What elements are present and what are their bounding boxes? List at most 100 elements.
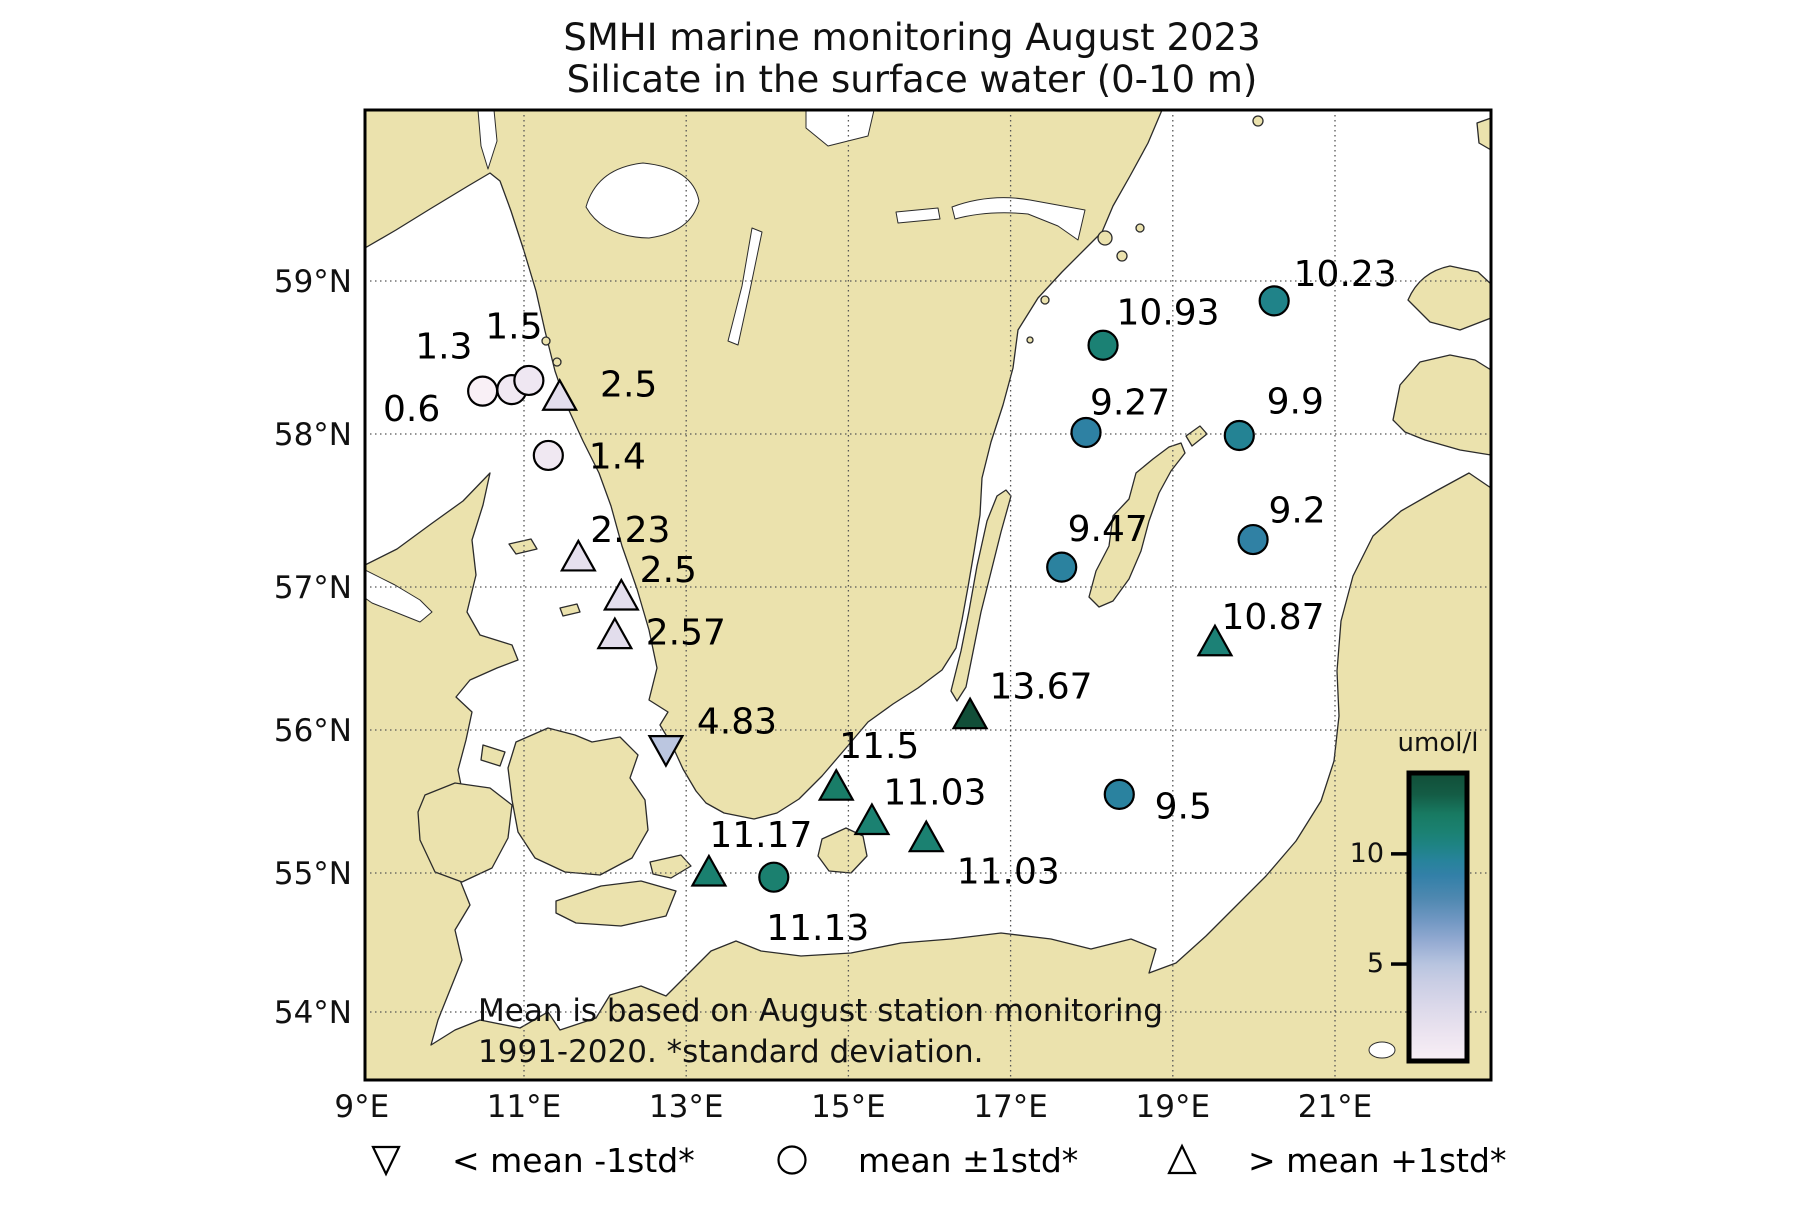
islet bbox=[552, 357, 562, 367]
station-value-label: 9.9 bbox=[1267, 382, 1324, 423]
islet bbox=[1026, 336, 1034, 344]
lake-vattern bbox=[727, 227, 763, 346]
station-marker-triangle-up bbox=[817, 767, 855, 801]
station-value-label: 11.03 bbox=[883, 773, 986, 814]
station-value-label: 4.83 bbox=[697, 702, 777, 743]
lake-hjalmaren bbox=[895, 207, 941, 224]
circle-icon bbox=[777, 1145, 807, 1175]
station-value-label: 2.57 bbox=[646, 613, 726, 654]
colorbar-tick-label: 5 bbox=[1367, 948, 1384, 979]
y-axis-tick-label: 58°N bbox=[274, 417, 352, 453]
x-axis-tick-label: 17°E bbox=[973, 1089, 1048, 1125]
station-value-label: 11.13 bbox=[766, 908, 869, 949]
island-mon bbox=[649, 854, 692, 879]
island-hiiumaa bbox=[1407, 265, 1491, 331]
y-axis-tick-label: 56°N bbox=[274, 713, 352, 749]
pond bbox=[1368, 1041, 1396, 1059]
station-value-label: 11.17 bbox=[709, 815, 812, 856]
figure-title: SMHI marine monitoring August 2023 Silic… bbox=[12, 17, 1800, 101]
island-gotland bbox=[1088, 442, 1186, 608]
station-marker-circle bbox=[467, 375, 499, 407]
triangle-down-icon bbox=[371, 1145, 401, 1177]
islet bbox=[1116, 250, 1128, 262]
footnote-line2: 1991-2020. *standard deviation. bbox=[478, 1034, 984, 1070]
station-marker-circle bbox=[758, 861, 790, 893]
station-marker-circle bbox=[1070, 416, 1102, 449]
y-axis-tick-label: 55°N bbox=[274, 856, 352, 892]
triangle-up-icon bbox=[1167, 1143, 1197, 1175]
figure-title-line1: SMHI marine monitoring August 2023 bbox=[563, 16, 1261, 59]
islet bbox=[1252, 115, 1264, 127]
footnote-line1: Mean is based on August station monitori… bbox=[478, 993, 1163, 1029]
colorbar: umol/l 10 5 bbox=[1350, 728, 1479, 1064]
x-axis-tick-label: 9°E bbox=[334, 1089, 389, 1125]
x-axis-tick-label: 19°E bbox=[1136, 1089, 1211, 1125]
station-value-label: 10.23 bbox=[1294, 254, 1397, 295]
station-value-label: 9.2 bbox=[1268, 491, 1325, 532]
legend-label-below-mean: < mean -1std* bbox=[452, 1140, 695, 1180]
y-axis-tick-label: 54°N bbox=[274, 995, 352, 1031]
island-oland bbox=[950, 489, 1012, 702]
station-marker-circle bbox=[532, 439, 564, 472]
station-value-label: 2.23 bbox=[590, 510, 670, 551]
land-south-baltic bbox=[365, 472, 1491, 1080]
x-axis-tick-label: 15°E bbox=[811, 1089, 886, 1125]
y-axis-tick-label: 59°N bbox=[274, 264, 352, 300]
islet bbox=[1040, 295, 1050, 305]
y-axis-tick-label: 57°N bbox=[274, 570, 352, 606]
station-marker-triangle-up bbox=[853, 802, 891, 836]
station-value-label: 11.03 bbox=[957, 852, 1060, 893]
station-marker-triangle-up bbox=[951, 696, 989, 730]
station-marker-triangle-down bbox=[647, 734, 685, 768]
footnote: Mean is based on August station monitori… bbox=[478, 991, 1163, 1073]
island-saaremaa bbox=[1392, 354, 1491, 456]
station-marker-triangle-up bbox=[690, 853, 728, 887]
colorbar-unit-label: umol/l bbox=[1398, 728, 1479, 758]
x-axis-tick-label: 21°E bbox=[1298, 1089, 1373, 1125]
colorbar-tick-label: 10 bbox=[1350, 838, 1384, 869]
graticule-gridlines bbox=[365, 110, 1491, 1080]
station-value-label: 10.93 bbox=[1117, 292, 1220, 333]
station-value-label: 0.6 bbox=[383, 389, 440, 430]
marker-legend: < mean -1std* mean ±1std* > mean +1std* bbox=[0, 1138, 1800, 1182]
station-marker-circle bbox=[1103, 778, 1135, 810]
island-fyn bbox=[417, 782, 513, 883]
station-value-label: 9.5 bbox=[1155, 786, 1212, 827]
lake-malaren bbox=[951, 197, 1086, 241]
station-marker-circle bbox=[513, 364, 545, 397]
station-value-label: 13.67 bbox=[990, 667, 1093, 708]
legend-item-within-mean: mean ±1std* bbox=[776, 1138, 1078, 1182]
station-marker-triangle-up bbox=[1196, 623, 1234, 657]
station-value-label: 9.47 bbox=[1068, 509, 1148, 550]
legend-label-within-mean: mean ±1std* bbox=[858, 1140, 1079, 1180]
station-marker-triangle-up bbox=[559, 538, 597, 572]
islet bbox=[1135, 223, 1145, 233]
island-lolland-falster bbox=[555, 880, 677, 927]
station-value-label: 2.5 bbox=[640, 550, 697, 591]
station-marker-triangle-up bbox=[907, 819, 945, 853]
land-masses bbox=[365, 110, 1491, 1080]
legend-item-above-mean: > mean +1std* bbox=[1166, 1138, 1506, 1182]
station-value-label: 1.3 bbox=[415, 327, 472, 368]
station-marker-triangle-up bbox=[602, 577, 640, 611]
map-frame bbox=[363, 108, 1493, 1082]
island-faro bbox=[1185, 425, 1208, 447]
station-marker-circle bbox=[1223, 419, 1255, 452]
colorbar-gradient-bar bbox=[1406, 770, 1470, 1064]
islet bbox=[541, 336, 551, 346]
legend-label-above-mean: > mean +1std* bbox=[1248, 1140, 1507, 1180]
islet bbox=[1097, 230, 1113, 246]
land-scandinavia bbox=[365, 110, 1163, 820]
island-bornholm bbox=[817, 827, 868, 874]
station-marker-circle bbox=[1087, 329, 1119, 361]
limfjord bbox=[365, 569, 433, 623]
station-value-label: 11.5 bbox=[839, 726, 919, 767]
station-value-label: 1.5 bbox=[485, 306, 542, 347]
x-axis-tick-label: 11°E bbox=[487, 1089, 562, 1125]
station-marker-circle bbox=[1046, 551, 1078, 583]
island-anholt bbox=[559, 603, 581, 617]
station-value-label: 2.5 bbox=[600, 364, 657, 405]
station-value-label: 1.4 bbox=[589, 436, 646, 477]
